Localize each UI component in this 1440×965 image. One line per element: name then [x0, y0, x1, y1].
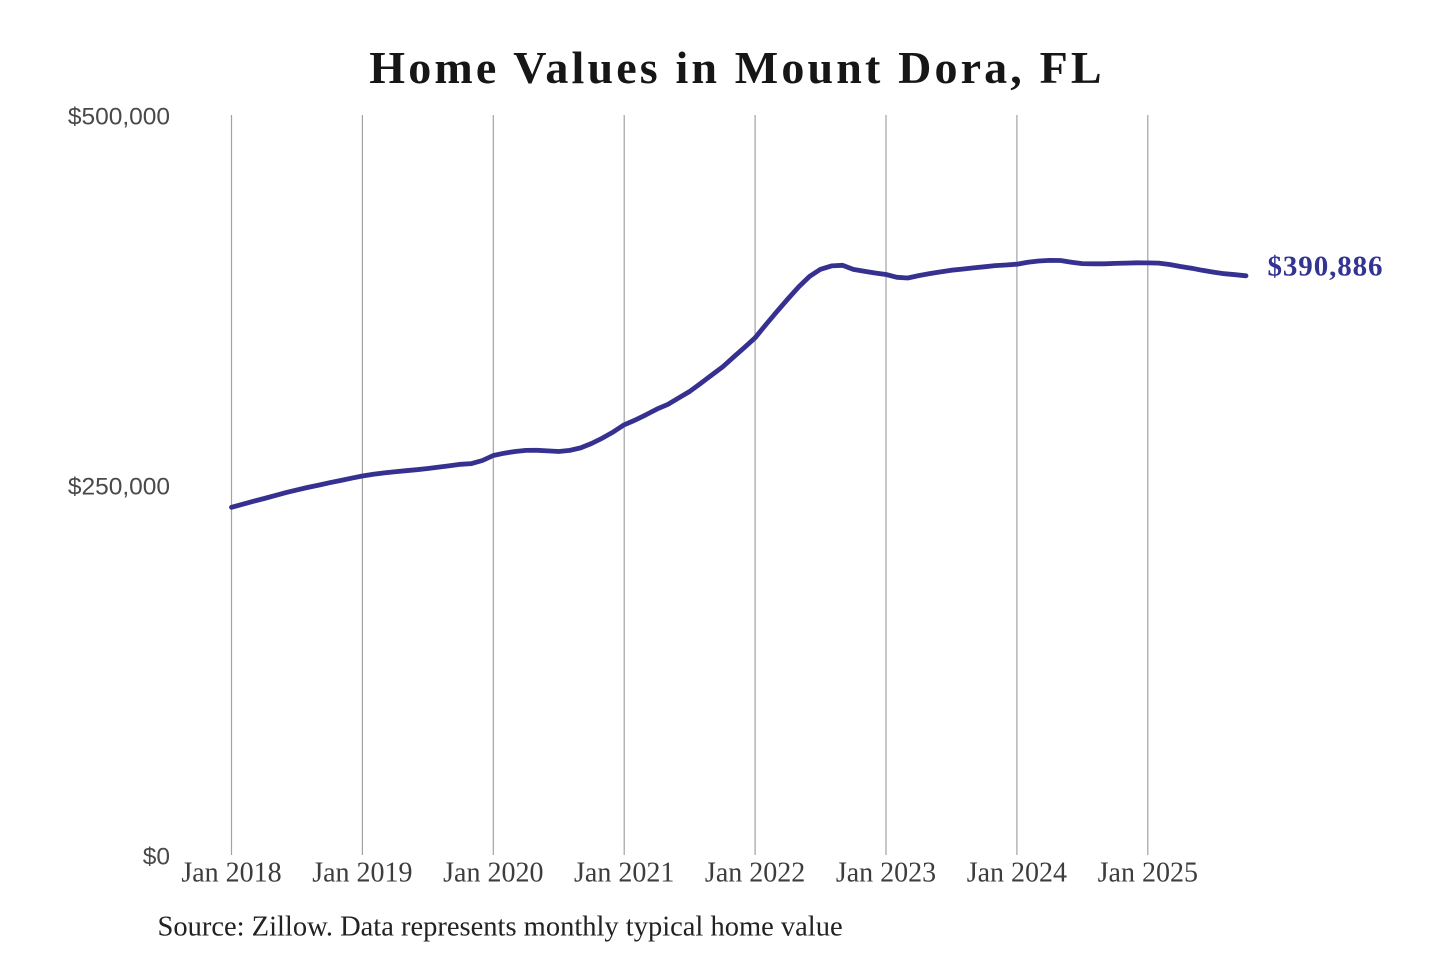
- svg-text:Jan 2018: Jan 2018: [181, 858, 281, 889]
- svg-text:$390,886: $390,886: [1268, 251, 1384, 283]
- svg-text:Jan 2023: Jan 2023: [836, 858, 936, 889]
- svg-text:$0: $0: [143, 844, 170, 871]
- svg-text:Source: Zillow. Data represent: Source: Zillow. Data represents monthly …: [158, 912, 843, 943]
- svg-text:Jan 2024: Jan 2024: [967, 858, 1067, 889]
- svg-text:$500,000: $500,000: [68, 104, 170, 131]
- svg-text:$250,000: $250,000: [68, 474, 170, 501]
- svg-text:Jan 2020: Jan 2020: [443, 858, 543, 889]
- svg-text:Home Values in Mount Dora, FL: Home Values in Mount Dora, FL: [369, 42, 1104, 93]
- svg-text:Jan 2019: Jan 2019: [312, 858, 412, 889]
- svg-text:Jan 2025: Jan 2025: [1098, 858, 1198, 889]
- svg-text:Jan 2021: Jan 2021: [574, 858, 674, 889]
- svg-text:Jan 2022: Jan 2022: [705, 858, 805, 889]
